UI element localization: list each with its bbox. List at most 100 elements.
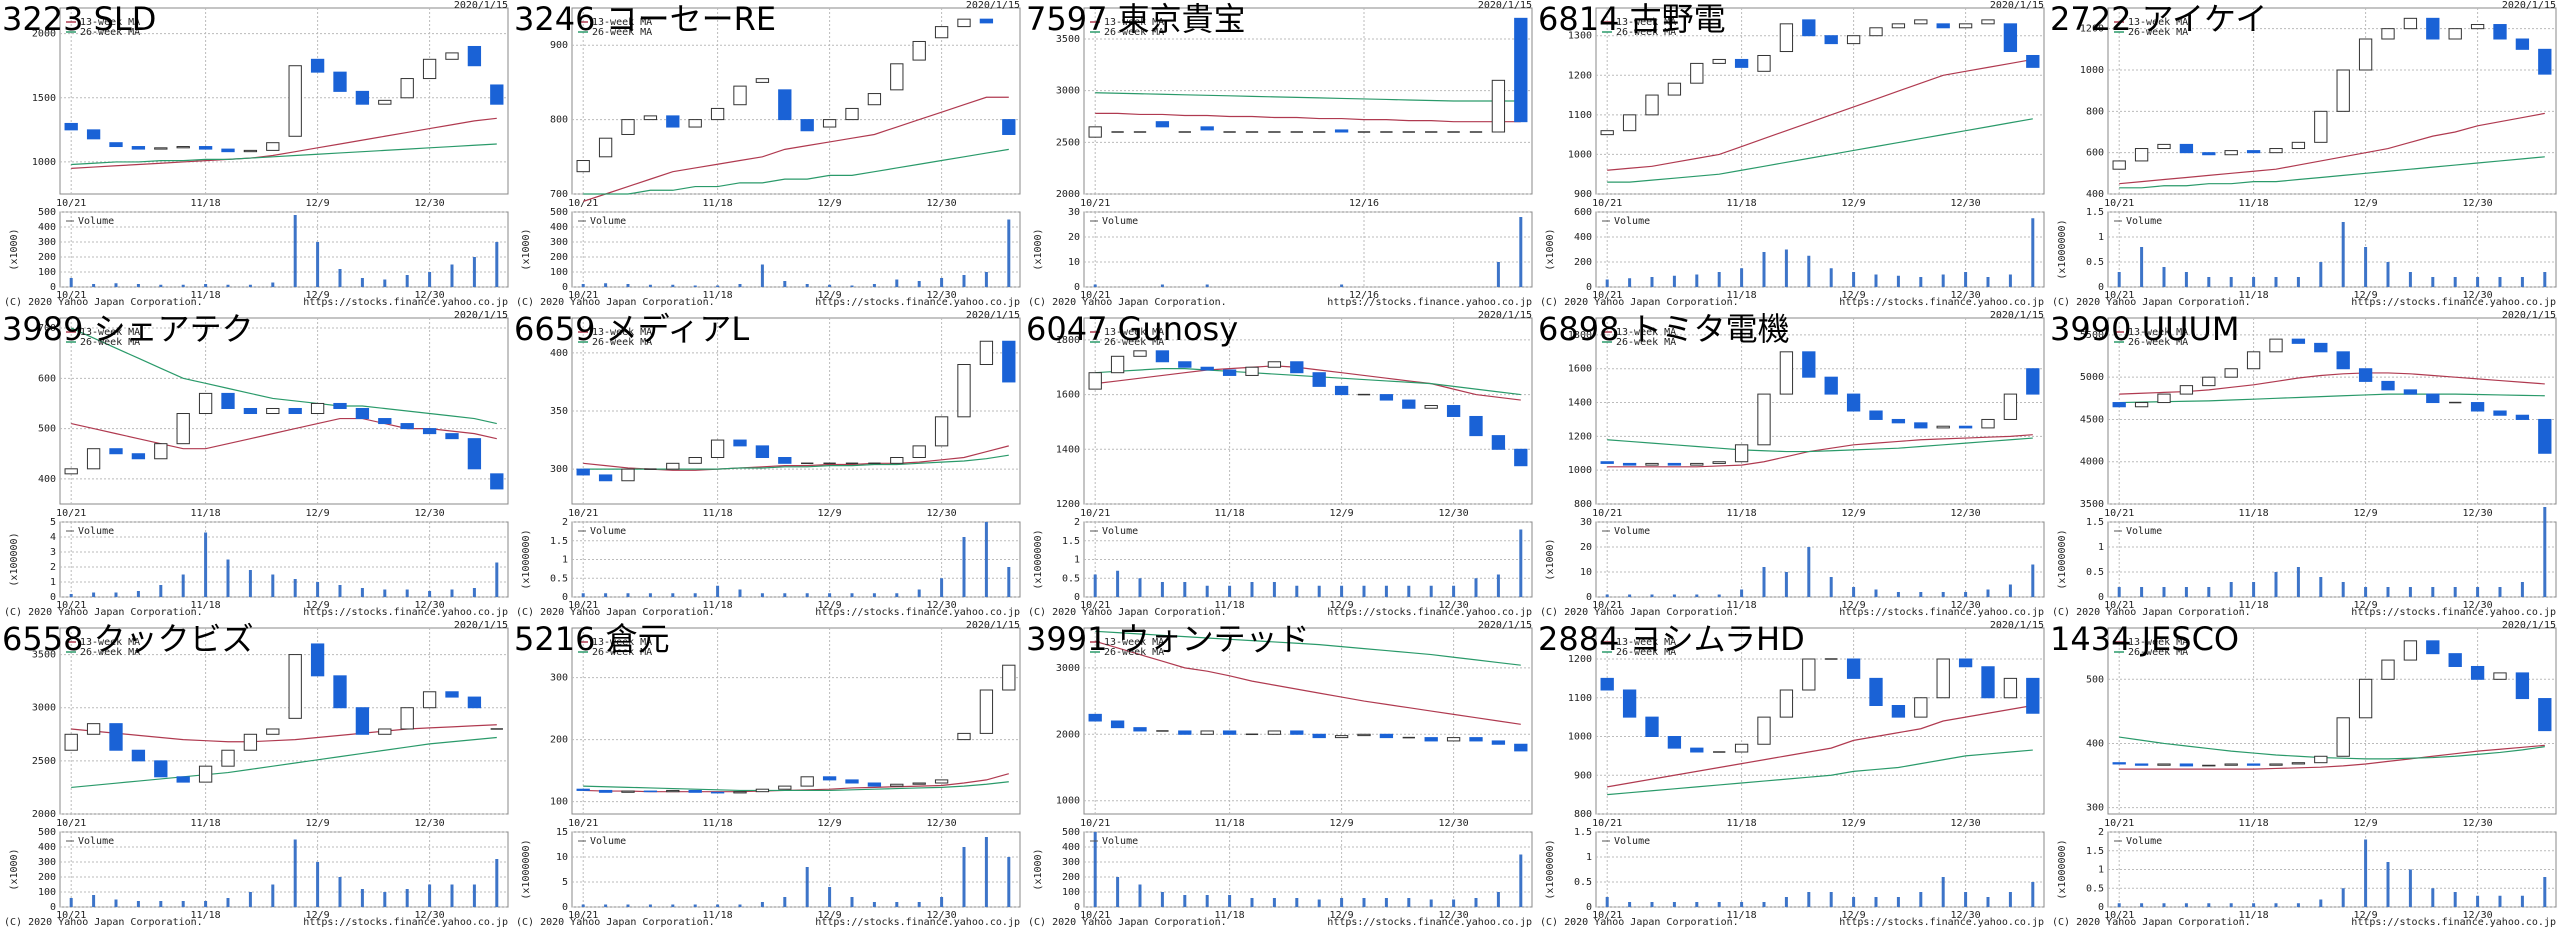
volume-bar	[472, 257, 476, 287]
copyright: (C) 2020 Yahoo Japan Corporation.	[516, 607, 715, 618]
x-tick-label: 12/9	[1842, 290, 1866, 301]
volume-tick-label: 0	[50, 592, 56, 603]
volume-tick-label: 2	[50, 562, 56, 573]
volume-bar	[760, 902, 764, 907]
candle	[266, 407, 280, 415]
moving-average-line	[1607, 434, 2033, 468]
candle	[64, 733, 78, 751]
volume-bar	[92, 592, 96, 597]
x-tick-label: 10/21	[568, 600, 598, 611]
volume-bar	[1628, 594, 1632, 597]
volume-bar	[2408, 587, 2412, 597]
candle	[1779, 689, 1794, 718]
legend-label: 13-week MA	[592, 327, 652, 338]
x-tick-label: 12/30	[927, 508, 957, 519]
volume-bar	[1496, 262, 1500, 287]
moving-average-line	[1607, 749, 2033, 796]
volume-bar	[604, 904, 608, 907]
moving-average-line	[71, 143, 497, 166]
volume-bar	[828, 284, 832, 287]
candle	[1734, 58, 1749, 68]
candle	[445, 691, 459, 698]
candle	[1981, 418, 1995, 429]
candle	[1958, 425, 1973, 429]
candle	[2336, 351, 2350, 370]
legend-label: 13-week MA	[1104, 327, 1164, 338]
volume-bar	[2453, 277, 2457, 287]
legend-label: Volume	[78, 526, 114, 537]
x-tick-label: 11/18	[2239, 818, 2269, 829]
volume-bar	[1919, 892, 1923, 907]
x-tick-label: 12/30	[1951, 818, 1981, 829]
candle	[288, 407, 302, 415]
candle	[266, 142, 280, 151]
candle	[2336, 717, 2350, 757]
candle	[822, 119, 837, 128]
candle	[1245, 366, 1259, 376]
y-tick-label: 800	[2086, 106, 2104, 117]
legend-label: 26-week MA	[2128, 337, 2188, 348]
candle	[1290, 361, 1304, 374]
candle	[1936, 23, 1950, 29]
volume-bar	[338, 877, 342, 907]
candle	[2426, 17, 2440, 40]
x-tick-label: 10/21	[568, 910, 598, 921]
legend-label: 26-week MA	[592, 337, 652, 348]
x-tick-label: 12/9	[2354, 600, 2378, 611]
candle	[221, 148, 235, 153]
x-tick-label: 11/18	[1727, 818, 1757, 829]
x-tick-label: 10/21	[2104, 818, 2134, 829]
volume-bar	[805, 867, 809, 907]
volume-bar	[204, 901, 208, 907]
date-label: 2020/1/15	[454, 620, 508, 631]
volume-tick-label: 400	[38, 222, 56, 233]
volume-bar	[92, 895, 96, 907]
volume-tick-label: 500	[38, 827, 56, 838]
volume-bar	[1964, 892, 1968, 907]
candle	[154, 760, 168, 778]
legend-label: Volume	[590, 526, 626, 537]
volume-bar	[2207, 587, 2211, 597]
volume-bar	[1762, 902, 1766, 907]
volume-bar	[1852, 272, 1856, 287]
candle	[643, 790, 658, 793]
date-label: 2020/1/15	[1990, 0, 2044, 11]
volume-bar	[2184, 272, 2188, 287]
x-tick-label: 11/18	[1215, 508, 1245, 519]
volume-bar	[159, 901, 163, 907]
volume-bar	[895, 593, 899, 597]
candle	[2003, 677, 2018, 699]
x-tick-label: 10/21	[1592, 910, 1622, 921]
volume-bar	[626, 904, 630, 907]
volume-bar	[2543, 507, 2547, 597]
legend-label: Volume	[2126, 216, 2162, 227]
candle	[2026, 54, 2040, 68]
candle	[1402, 399, 1416, 409]
volume-bar	[693, 593, 697, 597]
x-tick-label: 12/30	[415, 910, 445, 921]
chart-title: 3991 ウォンテッド	[1026, 620, 1310, 658]
y-tick-label: 3500	[1056, 34, 1080, 45]
volume-bar	[1272, 582, 1276, 597]
candle	[1891, 705, 1906, 718]
volume-bar	[2341, 582, 2345, 597]
volume-bar	[2408, 869, 2412, 907]
candle	[400, 707, 414, 730]
source-url: https://stocks.finance.yahoo.co.jp	[303, 297, 508, 308]
volume-tick-label: 200	[38, 872, 56, 883]
y-tick-label: 400	[2086, 189, 2104, 200]
date-label: 2020/1/15	[1990, 310, 2044, 321]
x-tick-label: 10/21	[1080, 910, 1110, 921]
candle	[1846, 658, 1861, 679]
copyright: (C) 2020 Yahoo Japan Corporation.	[2052, 607, 2251, 618]
volume-bar	[783, 593, 787, 597]
x-tick-label: 10/21	[568, 290, 598, 301]
volume-bar	[693, 285, 697, 287]
date-label: 2020/1/15	[454, 310, 508, 321]
volume-bar	[181, 284, 185, 287]
volume-bar	[495, 242, 499, 287]
candle	[1334, 735, 1349, 739]
legend-label: 26-week MA	[592, 27, 652, 38]
volume-bar	[984, 837, 988, 907]
